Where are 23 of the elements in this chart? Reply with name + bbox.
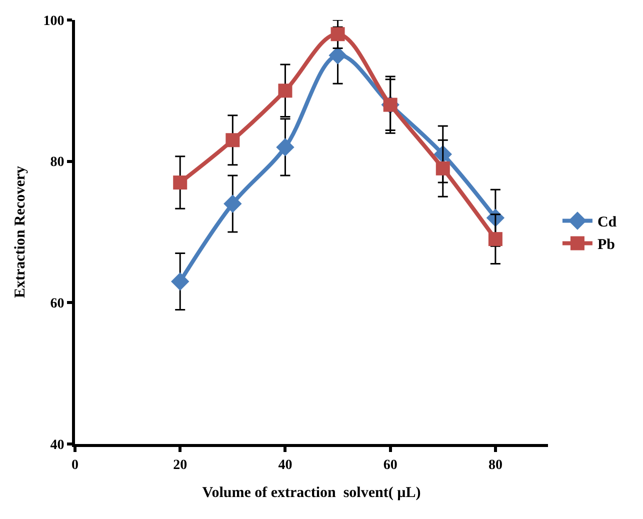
x-tick-label: 40: [278, 458, 292, 473]
point: [171, 272, 190, 291]
legend-label: Cd: [597, 214, 618, 231]
point: [278, 84, 292, 98]
point: [276, 138, 294, 156]
point: [173, 176, 188, 190]
x-axis-title: Volume of extraction solvent( µL): [202, 484, 421, 501]
y-tick-label: 60: [50, 296, 64, 312]
legend-label: Pb: [597, 237, 615, 254]
point: [328, 46, 347, 64]
x-tick-label: 20: [173, 458, 188, 473]
y-tick-label: 80: [50, 155, 64, 170]
point: [436, 161, 450, 176]
x-tick-label: 60: [383, 458, 398, 473]
point: [488, 232, 502, 246]
y-axis-title: Extraction Recovery: [12, 165, 28, 298]
x-tick-label: 0: [72, 458, 78, 473]
y-tick-label: 40: [50, 438, 64, 453]
point: [224, 194, 242, 213]
y-tick-label: 100: [43, 14, 64, 29]
point: [330, 27, 345, 42]
point: [226, 133, 240, 148]
x-tick-label: 80: [488, 458, 502, 473]
